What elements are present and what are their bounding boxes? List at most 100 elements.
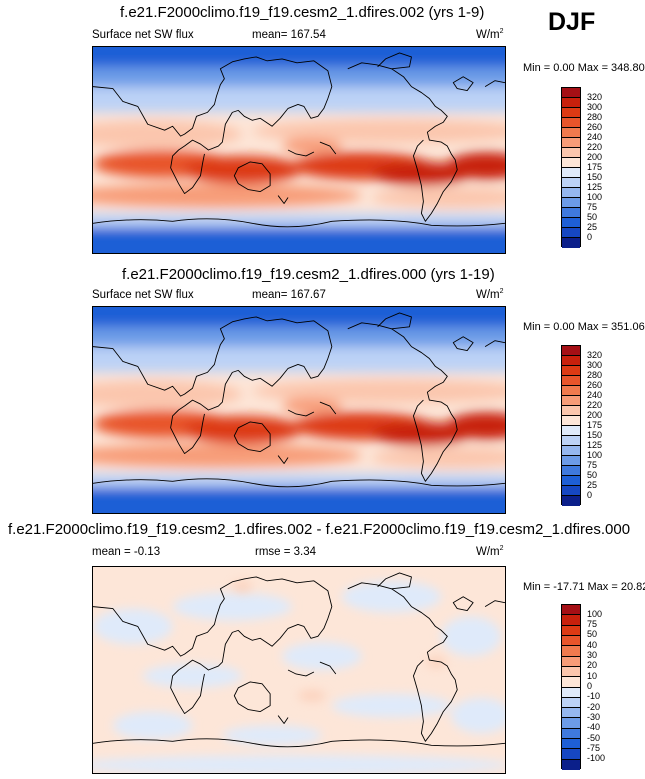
colorbar-swatch [562, 708, 580, 719]
colorbar-swatch [562, 486, 580, 496]
colorbar-tick-label: 125 [587, 181, 603, 192]
panel-3-title: f.e21.F2000climo.f19_f19.cesm2_1.dfires.… [8, 521, 631, 538]
panel-2-title: f.e21.F2000climo.f19_f19.cesm2_1.dfires.… [122, 266, 495, 283]
colorbar-tick-label: 280 [587, 369, 603, 380]
colorbar-tick-label: 150 [587, 171, 603, 182]
colorbar-tick-label: 0 [587, 681, 593, 691]
colorbar-tick-label: 300 [587, 101, 603, 112]
colorbar-swatch [562, 615, 580, 626]
colorbar-tick-label: 40 [587, 639, 598, 650]
colorbar-swatch [562, 476, 580, 486]
panel-1-mean-label: mean= 167.54 [252, 29, 326, 41]
colorbar-swatch [562, 118, 580, 128]
panel-2-colorbar [561, 345, 581, 506]
panel-3-units: W/m2 [476, 545, 504, 558]
colorbar-tick-label: 320 [587, 91, 603, 102]
colorbar-swatch [562, 188, 580, 198]
colorbar-swatch [562, 88, 580, 98]
colorbar-swatch [562, 456, 580, 466]
panel-3-colorbar [561, 604, 581, 770]
colorbar-tick-label: 175 [587, 419, 603, 430]
colorbar-swatch [562, 718, 580, 729]
colorbar-swatch [562, 98, 580, 108]
colorbar-tick-label: -10 [587, 691, 601, 702]
colorbar-swatch [562, 218, 580, 228]
panel-1-colorbar [561, 87, 581, 248]
colorbar-tick-label: 75 [587, 201, 598, 212]
colorbar-tick-label: 50 [587, 469, 598, 480]
colorbar-swatch [562, 356, 580, 366]
colorbar-tick-label: 260 [587, 379, 603, 390]
panel-1-units: W/m2 [476, 28, 504, 41]
colorbar-tick-label: -75 [587, 742, 601, 753]
colorbar-swatch [562, 238, 580, 248]
colorbar-swatch [562, 426, 580, 436]
colorbar-tick-label: 280 [587, 111, 603, 122]
colorbar-swatch [562, 677, 580, 688]
panel-2-mean-label: mean= 167.67 [252, 289, 326, 301]
colorbar-swatch [562, 158, 580, 168]
colorbar-swatch [562, 605, 580, 616]
panel-1-minmax: Min = 0.00 Max = 348.80 [523, 62, 645, 74]
colorbar-swatch [562, 416, 580, 426]
colorbar-swatch [562, 656, 580, 667]
colorbar-tick-label: 10 [587, 670, 598, 681]
colorbar-tick-label: 75 [587, 459, 598, 470]
colorbar-tick-label: -40 [587, 722, 601, 733]
colorbar-tick-label: 75 [587, 619, 598, 630]
panel-2-units: W/m2 [476, 288, 504, 301]
colorbar-swatch [562, 749, 580, 760]
colorbar-tick-label: 240 [587, 131, 603, 142]
colorbar-tick-label: 260 [587, 121, 603, 132]
colorbar-swatch [562, 138, 580, 148]
colorbar-tick-label: 100 [587, 608, 603, 619]
colorbar-tick-label: 220 [587, 141, 603, 152]
colorbar-tick-label: 25 [587, 221, 598, 232]
colorbar-swatch [562, 228, 580, 238]
colorbar-swatch [562, 406, 580, 416]
colorbar-swatch [562, 728, 580, 740]
colorbar-tick-label: 240 [587, 389, 603, 400]
colorbar-swatch [562, 168, 580, 178]
colorbar-tick-label: 300 [587, 359, 603, 370]
colorbar-swatch [562, 446, 580, 456]
panel-2-minmax: Min = 0.00 Max = 351.06 [523, 321, 645, 333]
colorbar-swatch [562, 635, 580, 647]
colorbar-swatch [562, 646, 580, 657]
panel-3-minmax: Min = -17.71 Max = 20.82 [523, 581, 645, 593]
panel-3-mean-label: mean = -0.13 [92, 546, 161, 558]
colorbar-tick-label: 150 [587, 429, 603, 440]
colorbar-tick-label: 220 [587, 399, 603, 410]
colorbar-tick-label: 100 [587, 191, 603, 202]
colorbar-swatch [562, 496, 580, 506]
colorbar-tick-label: -30 [587, 711, 601, 722]
colorbar-tick-label: 175 [587, 161, 603, 172]
colorbar-swatch [562, 666, 580, 678]
colorbar-swatch [562, 148, 580, 158]
colorbar-tick-label: -100 [587, 753, 606, 764]
colorbar-swatch [562, 208, 580, 218]
panel-1-map [92, 46, 506, 254]
colorbar-tick-label: 0 [587, 231, 593, 242]
colorbar-swatch [562, 436, 580, 446]
colorbar-tick-label: -50 [587, 732, 601, 743]
colorbar-tick-label: 50 [587, 211, 598, 222]
season-label: DJF [548, 8, 596, 36]
panel-3-rmse-label: rmse = 3.34 [255, 546, 317, 558]
colorbar-tick-label: 0 [587, 489, 593, 500]
colorbar-swatch [562, 625, 580, 636]
colorbar-swatch [562, 739, 580, 750]
colorbar-swatch [562, 198, 580, 208]
panel-3-map [92, 566, 506, 774]
panel-1-title: f.e21.F2000climo.f19_f19.cesm2_1.dfires.… [120, 4, 485, 21]
colorbar-swatch [562, 346, 580, 356]
colorbar-tick-label: 50 [587, 629, 598, 640]
colorbar-swatch [562, 386, 580, 396]
colorbar-tick-label: 25 [587, 479, 598, 490]
colorbar-tick-label: 200 [587, 151, 603, 162]
colorbar-swatch [562, 366, 580, 376]
colorbar-tick-label: 200 [587, 409, 603, 420]
colorbar-swatch [562, 108, 580, 118]
panel-1-variable-label: Surface net SW flux [92, 29, 194, 41]
colorbar-swatch [562, 396, 580, 406]
